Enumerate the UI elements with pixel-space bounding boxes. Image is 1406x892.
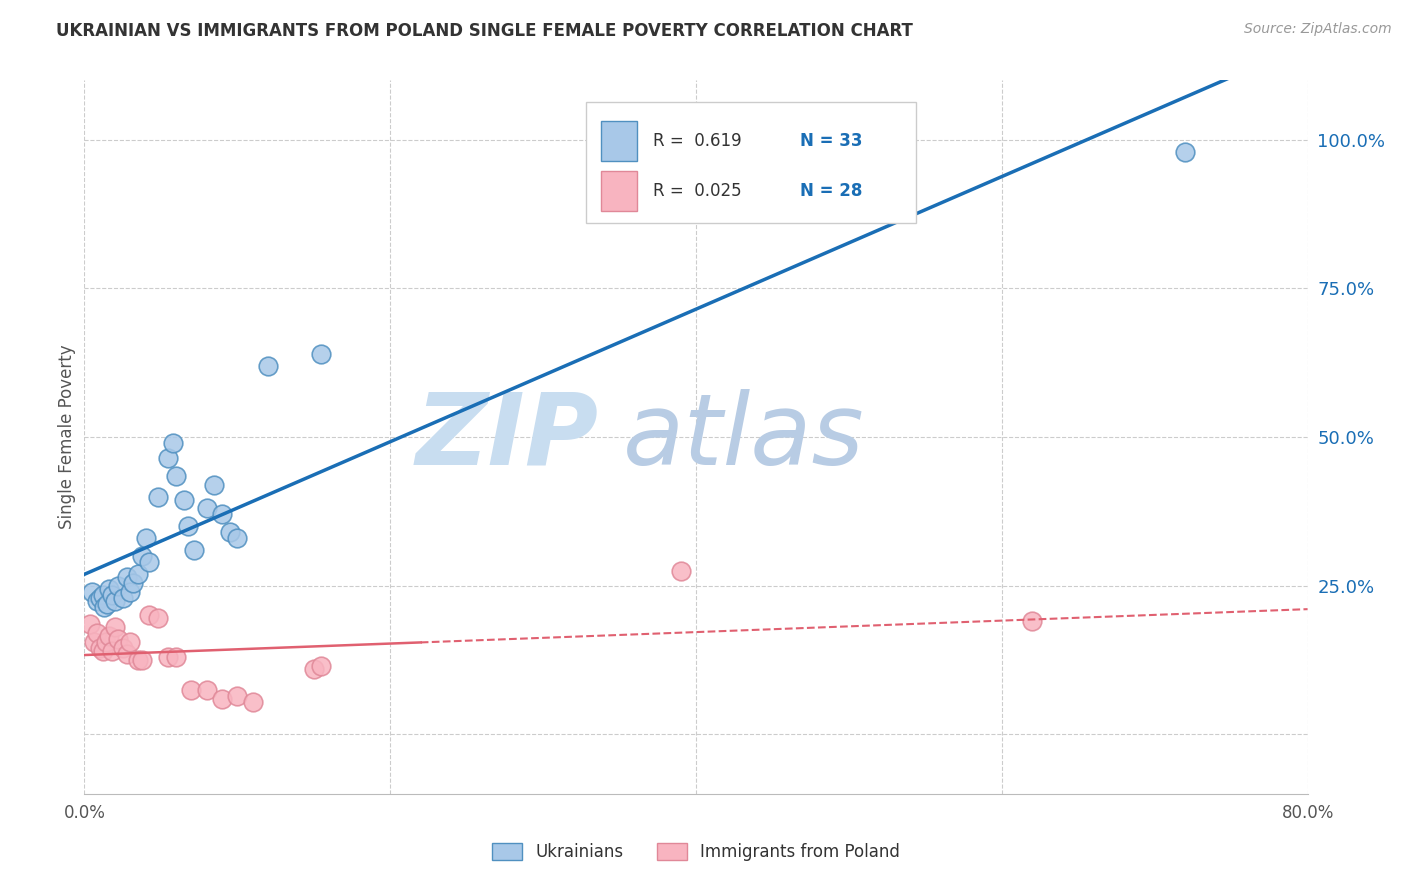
Point bbox=[173, 492, 195, 507]
Point bbox=[195, 501, 218, 516]
Point bbox=[211, 691, 233, 706]
Point bbox=[127, 653, 149, 667]
Point bbox=[83, 635, 105, 649]
Point bbox=[89, 641, 111, 656]
Point bbox=[86, 626, 108, 640]
Point bbox=[146, 611, 169, 625]
Point bbox=[115, 570, 138, 584]
Point bbox=[101, 588, 124, 602]
Point bbox=[165, 468, 187, 483]
Point bbox=[91, 644, 114, 658]
Point bbox=[226, 689, 249, 703]
Point bbox=[180, 682, 202, 697]
Point bbox=[162, 436, 184, 450]
Bar bbox=[600, 121, 637, 161]
Point bbox=[131, 549, 153, 563]
Text: R =  0.025: R = 0.025 bbox=[654, 182, 742, 200]
Point bbox=[86, 593, 108, 607]
Point bbox=[94, 635, 117, 649]
Text: UKRAINIAN VS IMMIGRANTS FROM POLAND SINGLE FEMALE POVERTY CORRELATION CHART: UKRAINIAN VS IMMIGRANTS FROM POLAND SING… bbox=[56, 22, 912, 40]
Point bbox=[138, 555, 160, 569]
Point bbox=[135, 531, 157, 545]
Point bbox=[111, 641, 134, 656]
Point bbox=[1174, 145, 1197, 159]
Point bbox=[80, 584, 103, 599]
Point bbox=[195, 682, 218, 697]
Point bbox=[107, 579, 129, 593]
Text: atlas: atlas bbox=[623, 389, 865, 485]
Point bbox=[226, 531, 249, 545]
Point bbox=[104, 593, 127, 607]
Point bbox=[115, 647, 138, 661]
Point bbox=[127, 566, 149, 581]
Point bbox=[104, 620, 127, 634]
Point bbox=[177, 519, 200, 533]
Point bbox=[107, 632, 129, 647]
Point bbox=[311, 347, 333, 361]
Point bbox=[122, 575, 145, 590]
Point bbox=[93, 599, 115, 614]
Point bbox=[79, 617, 101, 632]
Text: N = 28: N = 28 bbox=[800, 182, 862, 200]
Bar bbox=[600, 171, 637, 211]
Point bbox=[96, 597, 118, 611]
Point bbox=[91, 588, 114, 602]
Point bbox=[669, 564, 692, 578]
Point bbox=[302, 662, 325, 676]
Text: R =  0.619: R = 0.619 bbox=[654, 132, 742, 150]
Text: ZIP: ZIP bbox=[415, 389, 598, 485]
Point bbox=[311, 659, 333, 673]
Point bbox=[1021, 615, 1043, 629]
Point bbox=[157, 450, 180, 465]
FancyBboxPatch shape bbox=[586, 102, 917, 223]
Point bbox=[131, 653, 153, 667]
Legend: Ukrainians, Immigrants from Poland: Ukrainians, Immigrants from Poland bbox=[485, 836, 907, 868]
Point bbox=[202, 477, 225, 491]
Point bbox=[97, 582, 120, 596]
Point bbox=[138, 608, 160, 623]
Point bbox=[218, 525, 240, 540]
Point bbox=[257, 359, 280, 373]
Text: Source: ZipAtlas.com: Source: ZipAtlas.com bbox=[1244, 22, 1392, 37]
Point bbox=[183, 543, 205, 558]
Point bbox=[89, 591, 111, 605]
Point bbox=[165, 650, 187, 665]
Point bbox=[101, 644, 124, 658]
Y-axis label: Single Female Poverty: Single Female Poverty bbox=[58, 345, 76, 529]
Point bbox=[242, 695, 264, 709]
Point bbox=[111, 591, 134, 605]
Point bbox=[157, 650, 180, 665]
Point bbox=[120, 635, 142, 649]
Point bbox=[146, 490, 169, 504]
Point bbox=[211, 508, 233, 522]
Text: N = 33: N = 33 bbox=[800, 132, 862, 150]
Point bbox=[97, 629, 120, 643]
Point bbox=[120, 584, 142, 599]
